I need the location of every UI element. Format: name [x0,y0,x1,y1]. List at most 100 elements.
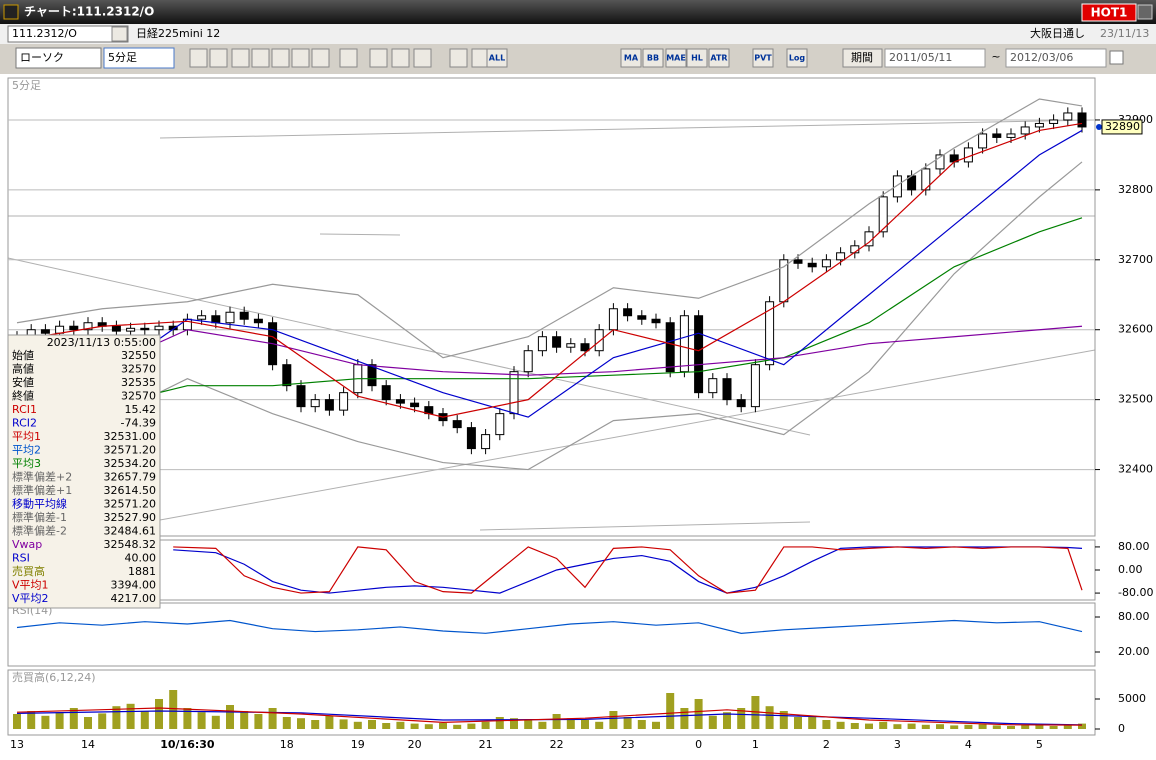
candle-body [765,301,775,366]
toolbar-icon[interactable] [786,48,808,68]
volume-bar [964,724,973,729]
volume-bar [495,716,504,729]
toolbar-icon[interactable] [311,48,330,68]
toolbar-icon[interactable] [369,48,388,68]
candle-body [381,385,391,401]
symbol-dropdown[interactable] [111,26,128,42]
info-label: 始値 [12,348,34,362]
candle-body [708,378,718,394]
interval-text: 5分足 [108,51,137,64]
close-button[interactable] [1137,4,1153,20]
toolbar-icon[interactable] [752,48,774,68]
volume-bar [666,692,675,729]
candle-body [807,262,817,268]
info-value: 15.42 [125,403,157,416]
candle-body [679,315,689,373]
info-label: 安値 [12,375,34,389]
toolbar-icon[interactable] [391,48,410,68]
trend-line [159,349,1096,521]
toolbar-icon[interactable] [686,48,708,68]
x-tick-label: 3 [894,738,901,751]
info-label: 標準偏差+2 [12,470,72,484]
panel-frame [7,602,1096,667]
candle-body [395,399,405,404]
hot-label: HOT1 [1091,6,1128,20]
info-value: 32484.61 [104,525,157,538]
y-tick-label: 80.00 [1118,540,1150,553]
volume-bar [268,707,277,729]
toolbar-icon[interactable] [642,48,664,68]
candle-body [552,336,562,348]
last-price-dot [1096,123,1102,130]
info-value: 32571.20 [104,444,157,457]
range-separator: ~ [991,50,1000,63]
toolbar-icon[interactable] [708,48,730,68]
y-tick-label: 32500 [1118,393,1153,406]
toolbar-icon[interactable] [251,48,270,68]
volume-bar [936,724,944,729]
info-label: 移動平均線 [12,497,67,511]
candle-body [211,315,221,324]
candle-body [339,392,349,411]
candle-body [523,350,533,373]
toolbar-icon-label: Log [789,54,806,63]
volume-bar [765,706,774,729]
toolbar-icon[interactable] [291,48,310,68]
interval-select[interactable] [103,47,175,69]
checkbox[interactable] [1109,50,1124,65]
volume-bar [1078,723,1086,729]
volume-bar [808,715,817,729]
toolbar-icon[interactable] [449,48,468,68]
candle-body [1034,122,1044,128]
style-select[interactable] [15,47,102,69]
candle-body [608,308,618,331]
candle-body [40,329,50,334]
candle-body [821,259,831,268]
info-label: RSI [12,552,30,565]
candle-body [580,343,590,352]
candle-body [495,413,505,436]
toolbar-icon[interactable] [486,48,508,68]
toolbar-icon[interactable] [271,48,290,68]
hot-button[interactable] [1081,3,1137,22]
toolbar-icon[interactable] [665,48,687,68]
volume-bar [240,710,249,729]
volume-bar [708,715,717,729]
symbol-name: 日経225mini 12 [136,27,220,40]
symbol-input[interactable] [7,25,129,43]
chart-area [0,74,1156,760]
volume-bar [353,721,362,729]
candle-body [637,315,647,320]
candle-body [1063,112,1073,121]
candle-body [282,364,292,387]
volume-bar [595,721,604,729]
y-tick-label: 5000 [1118,692,1146,705]
volume-bar [41,715,50,729]
toolbar-icon[interactable] [413,48,432,68]
info-value: 32535 [121,376,156,389]
toolbar-icon[interactable] [471,48,490,68]
volume-bar [524,719,533,729]
period-button[interactable] [842,48,883,68]
candle-body [1020,126,1030,135]
date-from-input[interactable] [884,48,986,68]
line-series [16,707,1083,726]
info-label: 売買高 [12,564,45,578]
volume-bar [325,715,334,729]
candle-body [481,434,491,450]
y-tick-label: 20.00 [1118,645,1150,658]
candle-body [239,311,249,320]
symbol-bar [0,24,1156,44]
period-text: 期間 [851,51,873,64]
toolbar-icon[interactable] [339,48,358,68]
panel-title: 5分足 [12,79,41,92]
toolbar-icon[interactable] [620,48,642,68]
y-tick-label: 80.00 [1118,610,1150,623]
info-value: 40.00 [125,552,157,565]
toolbar-icon[interactable] [231,48,250,68]
toolbar-icon[interactable] [209,48,228,68]
x-tick-label: 19 [351,738,365,751]
date-to-input[interactable] [1005,48,1107,68]
volume-bar [652,721,660,729]
toolbar-icon[interactable] [189,48,208,68]
